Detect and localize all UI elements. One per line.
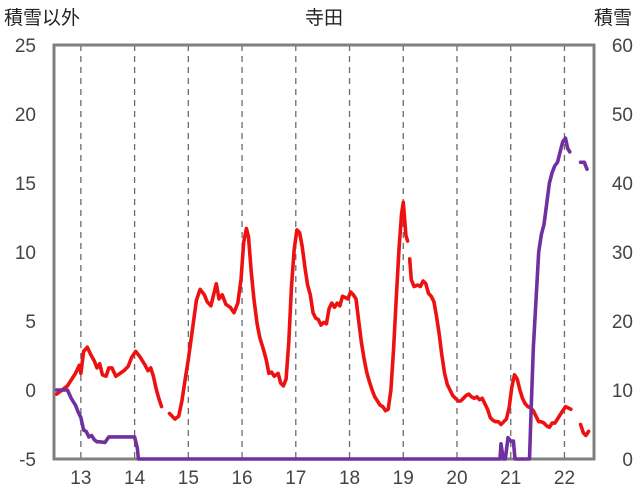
series-0-line-segment-3 (578, 422, 591, 438)
x-tick-label-16: 16 (231, 468, 252, 489)
series-1-line-segment-1 (578, 160, 589, 171)
x-tick-label-22: 22 (554, 468, 575, 489)
x-tick-label-21: 21 (500, 468, 521, 489)
y-left-tick-label-25: 25 (15, 36, 36, 57)
series-1-line-segment-0 (54, 136, 572, 461)
y-left-tick-label--5: -5 (19, 450, 36, 471)
tick-layer: 13 14 15 16 17 18 19 20 21 22 -5 0 5 10 15 20 25 0 10 20 30 4… (15, 36, 633, 489)
y-right-tick-label-30: 30 (612, 243, 633, 264)
x-tick-label-15: 15 (178, 468, 199, 489)
y-right-tick-label-10: 10 (612, 381, 633, 402)
series-0-line-segment-1 (167, 200, 410, 421)
y-left-tick-label-20: 20 (15, 105, 36, 126)
y-right-tick-label-20: 20 (612, 312, 633, 333)
right-axis-label: 積雪 (594, 7, 632, 29)
x-tick-label-19: 19 (393, 468, 414, 489)
y-left-tick-label-10: 10 (15, 243, 36, 264)
y-right-tick-label-60: 60 (612, 36, 633, 57)
x-tick-label-14: 14 (124, 468, 146, 489)
left-axis-label: 積雪以外 (4, 7, 80, 29)
series-0-line-segment-2 (407, 257, 573, 430)
x-tick-label-13: 13 (70, 468, 91, 489)
grid-layer (80, 45, 566, 459)
y-right-tick-label-50: 50 (612, 105, 633, 126)
x-tick-label-20: 20 (446, 468, 467, 489)
chart-title: 寺田 (305, 7, 343, 29)
y-left-tick-label-0: 0 (25, 381, 36, 402)
series-layer (54, 136, 591, 461)
y-right-tick-label-40: 40 (612, 174, 633, 195)
plot-frame (52, 43, 596, 461)
x-tick-label-18: 18 (339, 468, 360, 489)
y-right-tick-label-0: 0 (622, 450, 633, 471)
y-left-tick-label-15: 15 (15, 174, 36, 195)
x-tick-label-17: 17 (285, 468, 306, 489)
series-0-line-segment-0 (54, 345, 164, 409)
y-left-tick-label-5: 5 (25, 312, 36, 333)
